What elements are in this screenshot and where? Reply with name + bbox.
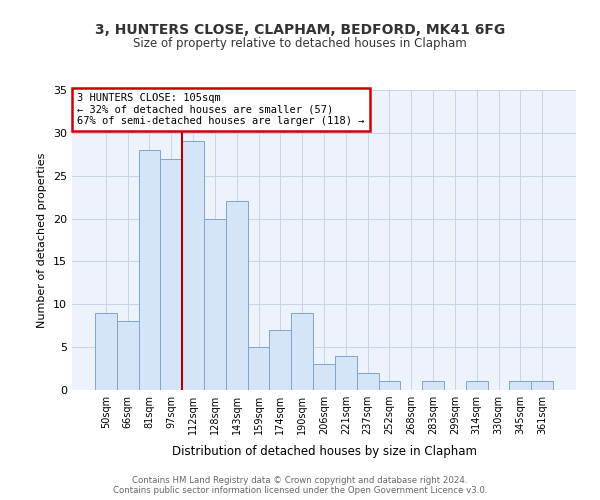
- Bar: [509, 382, 531, 390]
- Text: Contains HM Land Registry data © Crown copyright and database right 2024.: Contains HM Land Registry data © Crown c…: [132, 476, 468, 485]
- Bar: [117, 322, 139, 390]
- Bar: [422, 382, 444, 390]
- Bar: [95, 313, 117, 390]
- Bar: [379, 382, 400, 390]
- Y-axis label: Number of detached properties: Number of detached properties: [37, 152, 47, 328]
- Bar: [291, 313, 313, 390]
- Bar: [466, 382, 488, 390]
- Bar: [313, 364, 335, 390]
- X-axis label: Distribution of detached houses by size in Clapham: Distribution of detached houses by size …: [172, 446, 476, 458]
- Bar: [248, 347, 269, 390]
- Bar: [269, 330, 291, 390]
- Bar: [357, 373, 379, 390]
- Text: Size of property relative to detached houses in Clapham: Size of property relative to detached ho…: [133, 38, 467, 51]
- Bar: [182, 142, 204, 390]
- Text: 3, HUNTERS CLOSE, CLAPHAM, BEDFORD, MK41 6FG: 3, HUNTERS CLOSE, CLAPHAM, BEDFORD, MK41…: [95, 22, 505, 36]
- Bar: [160, 158, 182, 390]
- Bar: [204, 218, 226, 390]
- Text: Contains public sector information licensed under the Open Government Licence v3: Contains public sector information licen…: [113, 486, 487, 495]
- Text: 3 HUNTERS CLOSE: 105sqm
← 32% of detached houses are smaller (57)
67% of semi-de: 3 HUNTERS CLOSE: 105sqm ← 32% of detache…: [77, 93, 365, 126]
- Bar: [139, 150, 160, 390]
- Bar: [335, 356, 357, 390]
- Bar: [226, 202, 248, 390]
- Bar: [531, 382, 553, 390]
